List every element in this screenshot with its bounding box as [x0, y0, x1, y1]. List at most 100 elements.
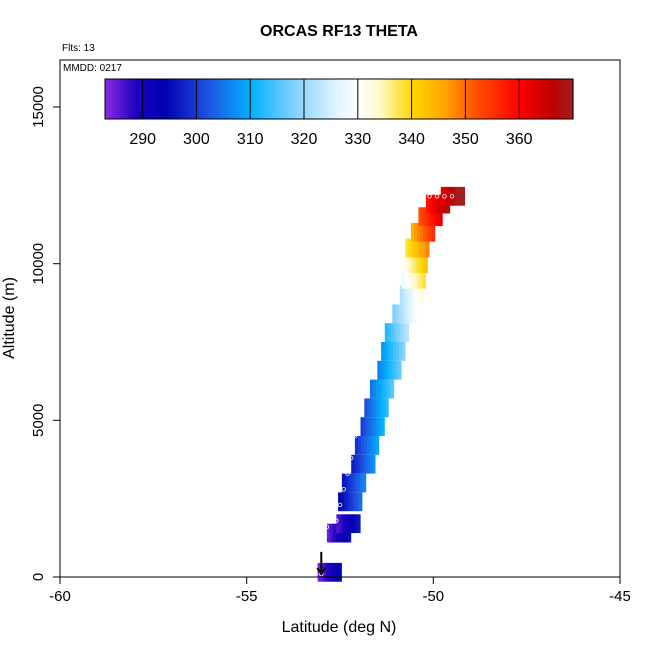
theta-cell-block: [398, 304, 402, 324]
theta-cell-7: [360, 417, 385, 436]
colorbar-step: [241, 79, 246, 119]
theta-cell-block: [407, 269, 411, 289]
theta-cell-block: [387, 323, 392, 342]
colorbar-step: [389, 79, 395, 119]
theta-cell-12: [384, 323, 410, 342]
colorbar-step: [553, 79, 558, 119]
colorbar-step: [218, 79, 223, 119]
theta-cell-block: [369, 436, 374, 455]
theta-cell-block: [336, 514, 340, 534]
theta-cell-block: [428, 222, 433, 242]
theta-cell-block: [360, 436, 365, 455]
theta-cell-block: [345, 514, 349, 534]
theta-cell-block: [341, 492, 345, 512]
theta-cell-block: [402, 285, 407, 305]
theta-cell-6: [354, 436, 380, 455]
colorbar-step: [105, 79, 110, 119]
track-point-15: [378, 314, 384, 320]
colorbar-step: [405, 79, 410, 119]
theta-cell-block: [392, 304, 396, 324]
theta-cell-block: [348, 514, 352, 534]
y-tick-label: 15000: [30, 86, 47, 128]
colorbar-step: [300, 79, 305, 119]
theta-cell-3: [338, 492, 363, 512]
theta-cell-block: [428, 194, 433, 214]
colorbar-step: [565, 79, 570, 119]
colorbar-step: [311, 79, 317, 119]
colorbar-step: [253, 79, 258, 119]
theta-cell-block: [354, 514, 358, 534]
colorbar-step: [428, 79, 434, 119]
theta-cell-block: [423, 238, 427, 258]
theta-cell-5: [351, 454, 376, 474]
track-point-25: [427, 194, 432, 199]
colorbar-step: [249, 79, 254, 119]
theta-cell-block: [443, 186, 448, 206]
theta-cell-block: [424, 254, 428, 274]
track-point-3: [324, 524, 330, 530]
theta-cell-2: [336, 514, 361, 534]
theta-cell-block: [405, 323, 410, 342]
theta-cell-block: [357, 454, 361, 474]
colorbar-step: [491, 79, 496, 119]
colorbar-step: [151, 79, 157, 119]
theta-cell-block: [418, 207, 422, 227]
theta-cell-block: [437, 194, 442, 214]
colorbar-step: [413, 79, 418, 119]
y-tick-label: 10000: [30, 243, 47, 285]
colorbar-step: [245, 79, 250, 119]
track-point-7: [345, 471, 350, 476]
theta-cell-block: [431, 222, 436, 242]
colorbar-step: [401, 79, 406, 119]
colorbar-tick-label: 330: [344, 131, 371, 148]
colorbar-step: [498, 79, 504, 119]
theta-cell-block: [436, 207, 440, 227]
theta-cell-block: [399, 285, 404, 305]
theta-cell-block: [407, 304, 411, 324]
theta-cell-block: [332, 562, 336, 582]
track-point-11: [362, 393, 367, 398]
theta-cell-block: [418, 254, 422, 274]
colorbar-step: [327, 79, 332, 119]
colorbar-step: [378, 79, 383, 119]
theta-cell-block: [362, 473, 367, 493]
colorbar-step: [261, 79, 266, 119]
x-tick-label: -45: [609, 588, 631, 605]
theta-cell-block: [369, 417, 373, 436]
theta-cell-block: [390, 342, 394, 361]
track-point-8: [349, 455, 354, 461]
colorbar-step: [183, 79, 188, 119]
theta-cell-block: [379, 398, 383, 418]
theta-cell-block: [369, 379, 374, 399]
theta-cell-block: [412, 254, 416, 274]
track-point-27: [442, 194, 447, 199]
track-point-23: [412, 194, 417, 199]
colorbar-step: [346, 79, 352, 119]
colorbar-step: [358, 79, 363, 119]
theta-cell-block: [351, 514, 355, 534]
track-point-26: [434, 194, 440, 199]
track-point-2: [322, 540, 328, 545]
theta-cell-block: [384, 379, 389, 399]
theta-cell-block: [338, 492, 342, 512]
colorbar-step: [303, 79, 309, 119]
theta-cell-block: [350, 492, 354, 512]
theta-cell-block: [390, 323, 395, 342]
colorbar-step: [237, 79, 243, 119]
colorbar-step: [159, 79, 165, 119]
theta-cell-block: [338, 562, 342, 582]
colorbar-step: [467, 79, 473, 119]
theta-cell-block: [416, 269, 420, 289]
colorbar-step: [167, 79, 172, 119]
theta-cells: [317, 186, 466, 582]
theta-cell-block: [403, 254, 407, 274]
theta-cell-21: [440, 186, 466, 206]
theta-cell-block: [377, 360, 381, 380]
theta-cell-block: [422, 222, 427, 242]
theta-cell-block: [360, 454, 364, 474]
colorbar-tick-label: 360: [506, 131, 533, 148]
colorbar-step: [452, 79, 457, 119]
theta-cell-block: [386, 360, 390, 380]
theta-cell-block: [422, 269, 426, 289]
colorbar-step: [444, 79, 449, 119]
